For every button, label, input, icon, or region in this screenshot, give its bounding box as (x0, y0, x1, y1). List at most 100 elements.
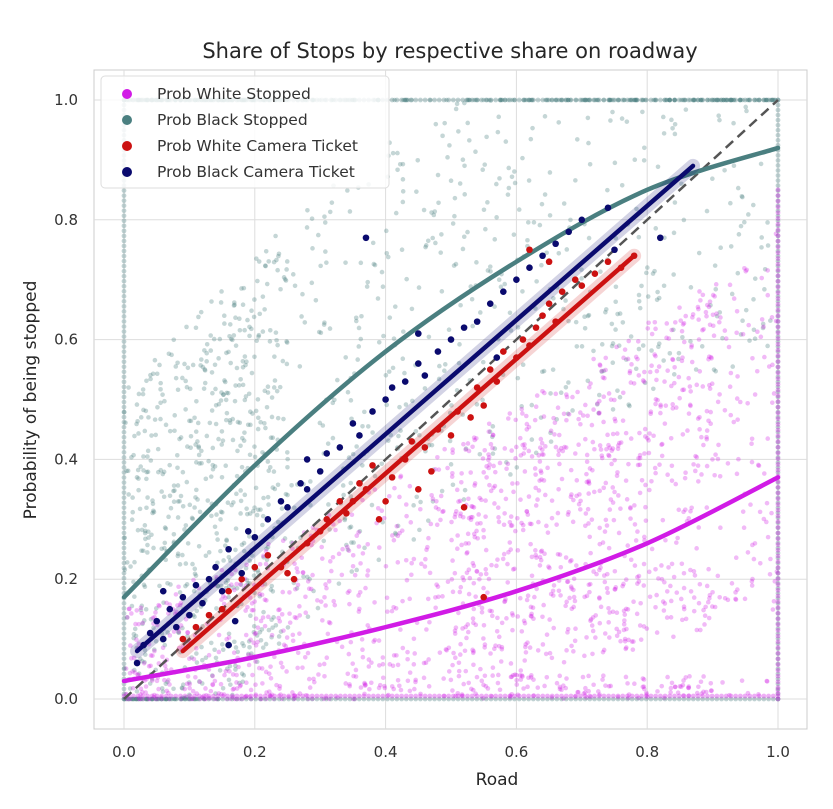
cloud-point-white-stopped (125, 615, 130, 620)
cloud-point-white-stopped (407, 670, 413, 675)
cloud-point-black-stopped (268, 587, 274, 592)
cloud-point-white-stopped (515, 548, 521, 553)
cloud-point-black-stopped (149, 696, 155, 702)
edge-point-black-stopped (121, 560, 127, 566)
cloud-point-black-stopped (252, 505, 257, 510)
cloud-point-white-stopped (557, 552, 563, 557)
cloud-point-black-stopped (292, 283, 298, 289)
edge-point-white-stopped (775, 267, 781, 273)
cloud-point-white-stopped (262, 597, 268, 603)
cloud-point-white-stopped (522, 620, 528, 626)
cloud-point-white-stopped (553, 444, 559, 450)
edge-point-black-stopped (775, 379, 781, 385)
cloud-point-black-stopped (353, 315, 359, 321)
y-tick-label: 0.2 (54, 570, 78, 588)
edge-point-black-stopped (121, 223, 127, 229)
cloud-point-white-stopped (584, 695, 589, 700)
cloud-point-black-stopped (654, 297, 660, 303)
cloud-point-white-stopped (158, 695, 164, 700)
cloud-point-white-stopped (695, 304, 701, 310)
edge-point-black-stopped (775, 213, 781, 219)
cloud-point-black-stopped (462, 487, 468, 493)
cloud-point-black-stopped (549, 97, 555, 103)
cloud-point-white-stopped (239, 696, 245, 702)
point-white-camera (388, 474, 396, 481)
cloud-point-white-stopped (486, 457, 491, 463)
cloud-point-white-stopped (641, 583, 647, 588)
point-black-camera (369, 408, 376, 415)
cloud-point-white-stopped (243, 632, 249, 638)
cloud-point-white-stopped (624, 497, 630, 502)
cloud-point-black-stopped (226, 349, 231, 355)
cloud-point-white-stopped (654, 630, 660, 635)
cloud-point-white-stopped (665, 472, 670, 477)
cloud-point-black-stopped (539, 262, 544, 268)
cloud-point-black-stopped (433, 240, 438, 246)
cloud-point-white-stopped (538, 468, 544, 474)
cloud-point-white-stopped (549, 695, 555, 700)
cloud-point-black-stopped (240, 641, 245, 646)
cloud-point-black-stopped (224, 350, 229, 356)
edge-point-black-stopped (775, 560, 781, 566)
cloud-point-black-stopped (216, 401, 222, 407)
cloud-point-white-stopped (597, 596, 602, 601)
cloud-point-white-stopped (680, 617, 685, 623)
cloud-point-black-stopped (340, 483, 346, 488)
cloud-point-white-stopped (539, 452, 545, 457)
edge-point-black-stopped (775, 283, 781, 289)
edge-point-black-stopped (272, 696, 277, 702)
cloud-point-black-stopped (248, 613, 253, 619)
edge-point-white-stopped (243, 693, 249, 699)
cloud-point-white-stopped (474, 568, 480, 574)
edge-point-black-stopped (121, 641, 127, 647)
cloud-point-black-stopped (527, 97, 532, 103)
cloud-point-white-stopped (627, 370, 633, 376)
cloud-point-white-stopped (210, 673, 215, 679)
point-black-camera (186, 611, 193, 619)
point-black-camera (539, 252, 546, 260)
cloud-point-white-stopped (339, 572, 345, 578)
cloud-point-white-stopped (391, 653, 397, 658)
edge-point-white-stopped (775, 696, 781, 702)
edge-point-white-stopped (775, 587, 781, 593)
cloud-point-white-stopped (398, 627, 403, 632)
cloud-point-white-stopped (745, 690, 751, 696)
cloud-point-white-stopped (452, 514, 458, 520)
cloud-point-black-stopped (219, 429, 225, 434)
cloud-point-black-stopped (124, 615, 130, 620)
cloud-point-white-stopped (577, 507, 583, 512)
edge-point-black-stopped (577, 97, 583, 103)
cloud-point-white-stopped (565, 579, 571, 584)
cloud-point-black-stopped (219, 475, 225, 480)
cloud-point-black-stopped (458, 302, 463, 308)
cloud-point-black-stopped (265, 544, 271, 550)
cloud-point-black-stopped (636, 346, 642, 352)
cloud-point-white-stopped (707, 322, 713, 328)
edge-point-black-stopped (408, 97, 414, 103)
edge-point-black-stopped (121, 575, 127, 581)
cloud-point-black-stopped (244, 506, 249, 511)
cloud-point-white-stopped (542, 390, 547, 396)
cloud-point-white-stopped (696, 525, 702, 530)
cloud-point-black-stopped (283, 278, 289, 283)
cloud-point-white-stopped (465, 531, 471, 537)
x-tick-label: 0.4 (374, 743, 398, 761)
edge-point-black-stopped (512, 97, 517, 103)
edge-point-black-stopped (121, 394, 127, 400)
edge-point-black-stopped (667, 97, 673, 103)
cloud-point-black-stopped (681, 217, 687, 223)
cloud-point-white-stopped (597, 363, 603, 368)
cloud-point-black-stopped (359, 313, 364, 319)
edge-point-black-stopped (775, 525, 781, 531)
cloud-point-black-stopped (155, 446, 161, 452)
cloud-point-white-stopped (635, 462, 641, 468)
edge-point-white-stopped (775, 536, 781, 542)
edge-point-black-stopped (775, 600, 781, 606)
edge-point-black-stopped (775, 570, 781, 576)
edge-point-black-stopped (563, 97, 569, 103)
cloud-point-white-stopped (498, 659, 504, 664)
cloud-point-white-stopped (637, 455, 643, 461)
cloud-point-black-stopped (180, 625, 185, 631)
cloud-point-black-stopped (391, 336, 397, 341)
